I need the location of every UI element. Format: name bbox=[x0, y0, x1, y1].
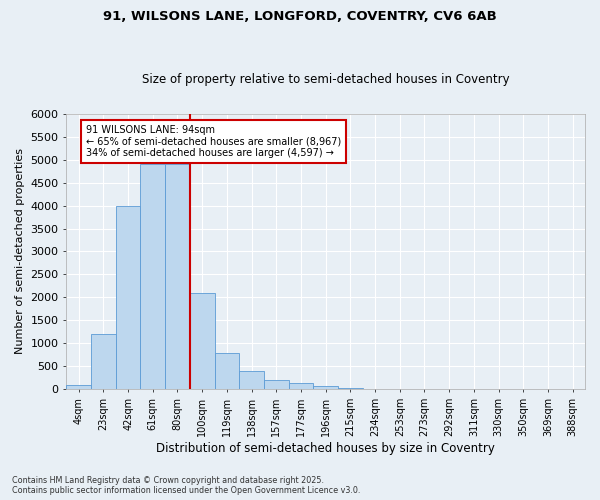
Bar bbox=[264, 380, 289, 390]
Bar bbox=[165, 164, 190, 390]
Bar bbox=[289, 384, 313, 390]
Bar bbox=[215, 352, 239, 390]
Bar bbox=[239, 371, 264, 390]
Bar bbox=[67, 386, 91, 390]
Y-axis label: Number of semi-detached properties: Number of semi-detached properties bbox=[15, 148, 25, 354]
Bar bbox=[91, 334, 116, 390]
Text: Contains HM Land Registry data © Crown copyright and database right 2025.
Contai: Contains HM Land Registry data © Crown c… bbox=[12, 476, 361, 495]
Bar bbox=[140, 164, 165, 390]
Bar bbox=[338, 388, 363, 390]
Text: 91 WILSONS LANE: 94sqm
← 65% of semi-detached houses are smaller (8,967)
34% of : 91 WILSONS LANE: 94sqm ← 65% of semi-det… bbox=[86, 125, 341, 158]
Title: Size of property relative to semi-detached houses in Coventry: Size of property relative to semi-detach… bbox=[142, 73, 509, 86]
Text: 91, WILSONS LANE, LONGFORD, COVENTRY, CV6 6AB: 91, WILSONS LANE, LONGFORD, COVENTRY, CV… bbox=[103, 10, 497, 23]
Bar bbox=[313, 386, 338, 390]
Bar bbox=[116, 206, 140, 390]
X-axis label: Distribution of semi-detached houses by size in Coventry: Distribution of semi-detached houses by … bbox=[156, 442, 495, 455]
Bar bbox=[190, 293, 215, 390]
